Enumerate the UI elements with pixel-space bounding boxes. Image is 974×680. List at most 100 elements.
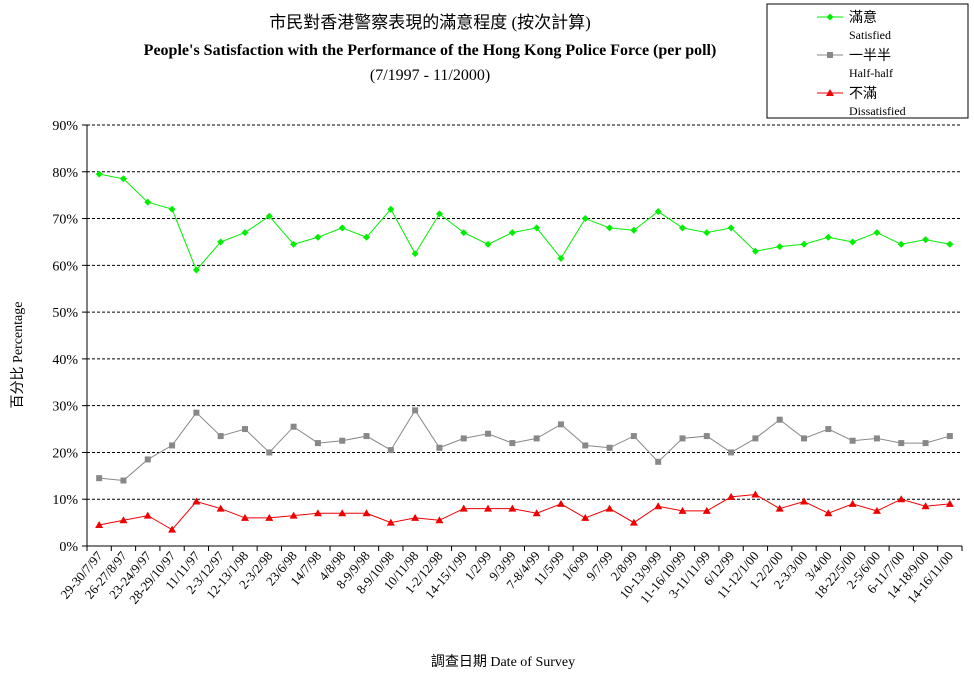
point-marker [849, 238, 857, 246]
point-marker [96, 475, 103, 482]
series-dissatisfied [95, 490, 954, 533]
y-tick-label: 70% [52, 213, 78, 228]
point-marker [727, 492, 736, 500]
point-marker [217, 238, 225, 246]
point-marker [557, 421, 564, 428]
y-axis: 0% 10% 20% 30% 40% 50% 60% 70% 80% 90% [52, 119, 88, 555]
point-marker [775, 504, 784, 512]
point-marker [435, 516, 444, 524]
point-marker [582, 442, 589, 449]
chart-title-en: People's Satisfaction with the Performan… [144, 42, 717, 59]
point-marker [922, 236, 930, 244]
y-tick-label: 80% [52, 166, 78, 181]
point-marker [898, 440, 905, 447]
point-marker [679, 435, 686, 442]
series-half-half [96, 407, 953, 484]
point-marker [460, 229, 468, 237]
point-marker [169, 442, 176, 449]
series-line [99, 173, 950, 271]
point-marker [557, 254, 565, 262]
point-marker [338, 224, 346, 232]
point-marker [824, 509, 833, 517]
y-tick-label: 0% [59, 540, 78, 555]
point-marker [290, 423, 297, 430]
point-marker [752, 435, 759, 442]
point-marker [849, 437, 856, 444]
legend-label-en: Half-half [849, 66, 893, 80]
series-line [99, 409, 950, 482]
point-marker [193, 409, 200, 416]
legend-label: 一半半 [849, 48, 891, 64]
point-marker [727, 224, 735, 232]
point-marker [532, 509, 541, 517]
point-marker [192, 497, 201, 505]
point-marker [119, 175, 127, 183]
point-marker [776, 243, 784, 251]
point-marker [265, 513, 274, 521]
point-marker [606, 224, 614, 232]
x-axis-label: 調查日期 Date of Survey [431, 654, 575, 670]
point-marker [313, 509, 322, 517]
point-marker [192, 266, 200, 274]
point-marker [143, 511, 152, 519]
point-marker [411, 250, 419, 258]
point-marker [921, 502, 930, 510]
point-marker [216, 504, 225, 512]
point-marker [168, 205, 176, 213]
point-marker [387, 447, 394, 454]
point-marker [702, 506, 711, 514]
point-marker [314, 233, 322, 241]
point-marker [873, 229, 881, 237]
point-marker [630, 226, 638, 234]
point-marker [872, 506, 881, 514]
point-marker [826, 89, 834, 96]
legend-label-en: Dissatisfied [849, 104, 906, 118]
y-tick-label: 20% [52, 446, 78, 461]
point-marker [946, 240, 954, 248]
point-marker [266, 449, 273, 456]
chart-subtitle: (7/1997 - 11/2000) [370, 67, 490, 84]
point-marker [436, 444, 443, 451]
legend: 滿意 Satisfied 一半半 Half-half 不滿 Dissatisfied [766, 3, 969, 119]
point-marker [459, 504, 468, 512]
series-line [99, 494, 950, 531]
point-marker [241, 229, 249, 237]
point-marker [289, 511, 298, 519]
point-marker [435, 210, 443, 218]
point-marker [630, 433, 637, 440]
point-marker [556, 499, 565, 507]
point-marker [387, 205, 395, 213]
point-marker [509, 440, 516, 447]
point-marker [119, 516, 128, 524]
point-marker [411, 513, 420, 521]
point-marker [533, 435, 540, 442]
point-marker [338, 509, 347, 517]
point-marker [412, 407, 419, 414]
y-tick-label: 10% [52, 493, 78, 508]
point-marker [484, 240, 492, 248]
x-tick-label: 1/6/99 [559, 548, 592, 583]
point-marker [363, 433, 370, 440]
point-marker [581, 513, 590, 521]
series-group [95, 170, 954, 533]
point-marker [217, 433, 224, 440]
point-marker [848, 499, 857, 507]
point-marker [363, 233, 371, 241]
point-marker [290, 240, 298, 248]
point-marker [897, 495, 906, 503]
point-marker [825, 426, 832, 433]
point-marker [946, 433, 953, 440]
point-marker [751, 490, 760, 498]
point-marker [362, 509, 371, 517]
y-tick-label: 60% [52, 259, 78, 274]
point-marker [386, 518, 395, 526]
grid-lines [87, 124, 962, 500]
point-marker [751, 247, 759, 255]
point-marker [120, 477, 127, 484]
point-marker [873, 435, 880, 442]
point-marker [168, 525, 177, 533]
legend-label: 滿意 [849, 9, 877, 26]
point-marker [897, 240, 905, 248]
point-marker [95, 170, 103, 178]
